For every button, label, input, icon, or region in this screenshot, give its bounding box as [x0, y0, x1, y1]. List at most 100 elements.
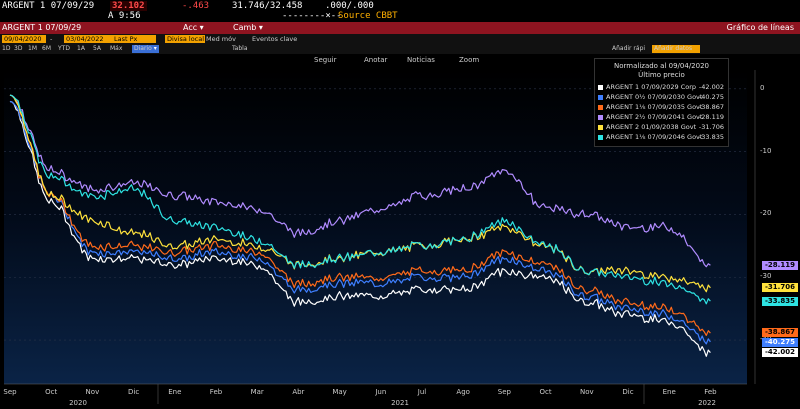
x-tick-label: Jun	[375, 388, 387, 396]
legend-title: Normalizado al 09/04/2020	[614, 62, 709, 70]
x-tick-label: Sep	[497, 388, 511, 396]
legend-swatch	[598, 105, 603, 110]
table-tab[interactable]: Tabla	[232, 45, 248, 52]
key-events-toggle[interactable]: Eventos clave	[252, 35, 298, 43]
legend-entry[interactable]: ARGENT 0½ 07/09/2030 Govt -40.275	[598, 93, 726, 102]
legend-swatch	[598, 115, 603, 120]
quote-security: ARGENT 1 07/09/29	[2, 1, 95, 11]
legend-last-value: -38.867	[698, 103, 724, 111]
legend-entry[interactable]: ARGENT 1⅛ 07/09/2035 Govt -38.867	[598, 103, 726, 112]
tab-max[interactable]: Máx	[110, 45, 123, 52]
x-tick-label: Dic	[128, 388, 140, 396]
start-date-field[interactable]: 09/04/2020	[2, 35, 46, 43]
last-value-label: -31.706	[762, 283, 798, 293]
title-security: ARGENT 1 07/09/29	[2, 23, 82, 32]
series-line	[9, 100, 711, 345]
x-tick-label: May	[332, 388, 347, 396]
add-data-field[interactable]: Añadir datos	[652, 45, 700, 53]
y-tick-label: -30	[760, 272, 772, 281]
camb-menu[interactable]: Camb ▾	[233, 23, 263, 32]
x-tick-label: Jul	[417, 388, 427, 396]
x-tick-label: Ago	[456, 388, 470, 396]
x-tick-label: Nov	[579, 388, 594, 396]
legend-entry[interactable]: ARGENT 1⅛ 07/09/2046 Govt -33.835	[598, 133, 726, 142]
x-tick-label: Ene	[168, 388, 182, 396]
quote-source: Source CBBT	[338, 11, 398, 21]
year-label: 2020	[69, 399, 87, 407]
series-line	[9, 94, 711, 305]
period-tabs: 1D 3D 1M 6M YTD 1A 5A Máx Diario ▾ Tabla…	[0, 44, 800, 54]
y-tick-label: -20	[760, 209, 772, 218]
date-range-dash: -	[50, 35, 53, 43]
tab-1a[interactable]: 1A	[77, 45, 85, 52]
zoom-button[interactable]: Zoom	[459, 56, 480, 64]
quote-change: -.463	[182, 1, 210, 11]
legend-swatch	[598, 135, 603, 140]
x-tick-label: Mar	[250, 388, 264, 396]
field-select[interactable]: Last Px	[112, 35, 156, 43]
frequency-label: Diario	[134, 45, 152, 52]
legend-last-value: -40.275	[698, 93, 724, 101]
legend-series-name: ARGENT 1⅛ 07/09/2046 Govt	[606, 133, 703, 141]
series-line	[9, 94, 711, 336]
x-tick-label: Ene	[662, 388, 676, 396]
legend-last-value: -28.119	[698, 113, 724, 121]
quote-strip: ARGENT 1 07/09/29 32.102 -.463 31.746/32…	[0, 0, 800, 22]
legend-last-value: -42.002	[698, 83, 724, 91]
x-tick-label: Nov	[85, 388, 100, 396]
legend-series-name: ARGENT 1⅛ 07/09/2035 Govt	[606, 103, 703, 111]
legend-swatch	[598, 85, 603, 90]
quote-separator: --------×--	[282, 11, 342, 21]
legend-series-name: ARGENT 1 07/09/2029 Corp	[606, 83, 697, 91]
legend-series-name: ARGENT 0½ 07/09/2030 Govt	[606, 93, 703, 101]
x-tick-label: Feb	[704, 388, 717, 396]
quote-bid-ask: 31.746/32.458	[232, 1, 303, 11]
legend-last-value: -33.835	[698, 133, 724, 141]
tab-1m[interactable]: 1M	[28, 45, 37, 52]
legend-entry[interactable]: ARGENT 2 01/09/2038 Govt -31.706	[598, 123, 726, 132]
camb-label: Camb	[233, 23, 257, 32]
control-bar: 09/04/2020 - 03/04/2022 Last Px Divisa l…	[0, 34, 800, 44]
tab-ytd[interactable]: YTD	[58, 45, 70, 52]
last-value-label: -28.119	[762, 260, 798, 270]
frequency-select[interactable]: Diario ▾	[132, 45, 159, 53]
legend-last-value: -31.706	[698, 123, 724, 131]
last-value-label: -33.835	[762, 296, 798, 306]
x-tick-label: Oct	[45, 388, 58, 396]
add-quick-button[interactable]: Añadir rápi	[612, 45, 646, 52]
moving-average-toggle[interactable]: Med móv	[206, 35, 236, 43]
news-button[interactable]: Noticias	[407, 56, 435, 64]
x-tick-label: Dic	[622, 388, 634, 396]
legend-series-name: ARGENT 2½ 07/09/2041 Govt	[606, 113, 703, 121]
tab-6m[interactable]: 6M	[42, 45, 51, 52]
x-tick-label: Oct	[539, 388, 552, 396]
legend-entry[interactable]: ARGENT 1 07/09/2029 Corp -42.002	[598, 83, 726, 92]
end-date-field[interactable]: 03/04/2022	[64, 35, 112, 43]
legend-series-name: ARGENT 2 01/09/2038 Govt	[606, 123, 697, 131]
legend-swatch	[598, 125, 603, 130]
chart-title: Gráfico de líneas	[726, 23, 794, 32]
last-value-label: -42.002	[762, 348, 798, 358]
quote-time: A 9:56	[108, 11, 141, 21]
currency-select[interactable]: Divisa local	[165, 35, 205, 43]
x-tick-label: Feb	[209, 388, 223, 396]
series-line	[9, 94, 711, 268]
legend-entry[interactable]: ARGENT 2½ 07/09/2041 Govt -28.119	[598, 113, 726, 122]
x-tick-label: Sep	[3, 388, 17, 396]
last-value-label: -38.867	[762, 328, 798, 338]
follow-button[interactable]: Seguir	[314, 56, 337, 64]
tab-5a[interactable]: 5A	[93, 45, 101, 52]
tab-3d[interactable]: 3D	[14, 45, 23, 52]
last-value-label: -40.275	[762, 338, 798, 348]
tab-1d[interactable]: 1D	[2, 45, 11, 52]
annotate-button[interactable]: Anotar	[364, 56, 388, 64]
year-label: 2021	[391, 399, 409, 407]
series-line	[9, 100, 711, 357]
legend: Normalizado al 09/04/2020 Último precio …	[594, 58, 729, 147]
acc-menu[interactable]: Acc ▾	[183, 23, 204, 32]
acc-label: Acc	[183, 23, 198, 32]
legend-subtitle: Último precio	[638, 71, 685, 79]
title-bar: ARGENT 1 07/09/29 Acc ▾ Camb ▾ Gráfico d…	[0, 22, 800, 34]
quote-volume: .000/.000	[325, 1, 374, 11]
